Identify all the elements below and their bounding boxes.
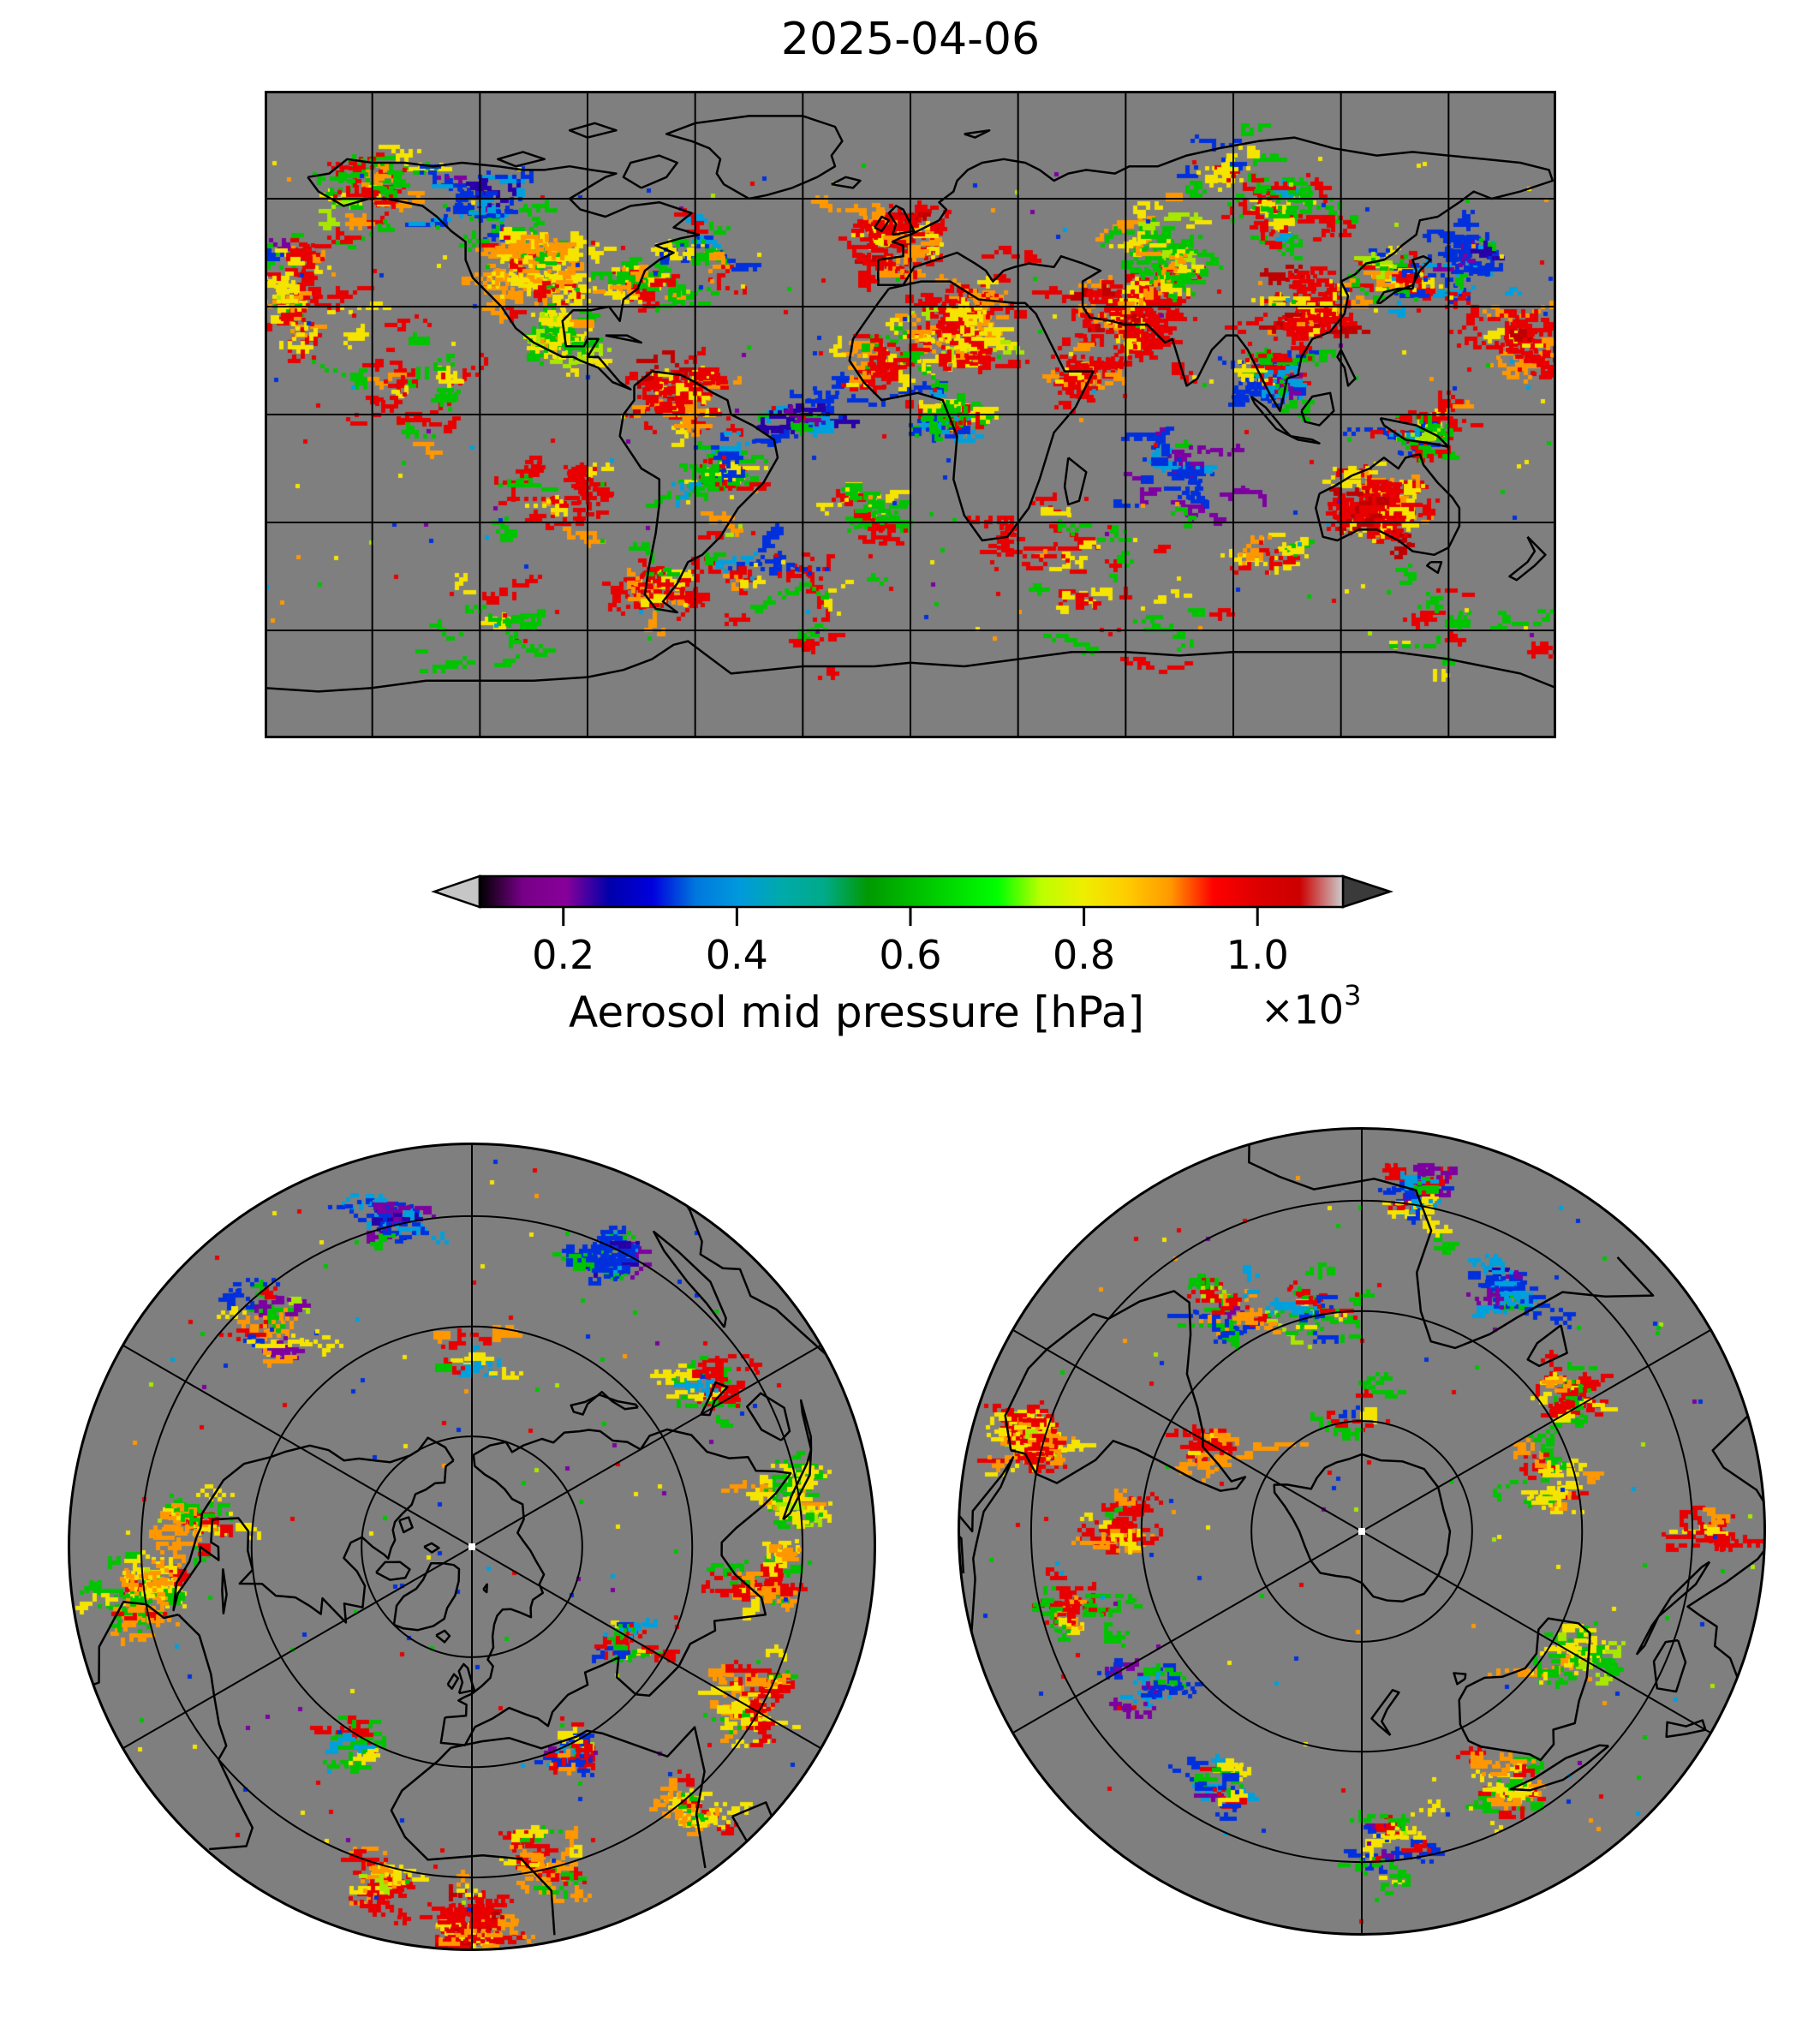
colorbar: 0.2 0.4 0.6 0.8 1.0 Aerosol mid pressure [hPa… bbox=[431, 874, 1394, 1037]
colorbar-under-arrow bbox=[431, 874, 481, 909]
north-polar-panel bbox=[68, 1143, 876, 1951]
plot-title: 2025-04-06 bbox=[780, 14, 1041, 65]
sp-graticule bbox=[1011, 1128, 1713, 1935]
np-frame bbox=[68, 1143, 876, 1951]
np-pole-dot bbox=[468, 1543, 475, 1550]
world-frame bbox=[265, 91, 1556, 738]
colorbar-gradient bbox=[478, 874, 1345, 909]
sp-frame bbox=[958, 1127, 1766, 1936]
colorbar-label: Aerosol mid pressure [hPa] bbox=[569, 988, 1144, 1037]
colorbar-tick-label: 0.4 bbox=[706, 932, 768, 978]
south-polar-overlay bbox=[958, 1127, 1766, 1936]
colorbar-multiplier: ×103 bbox=[1261, 979, 1361, 1033]
world-map-overlay bbox=[265, 91, 1556, 738]
world-map-panel bbox=[265, 91, 1556, 738]
colorbar-tick-label: 1.0 bbox=[1226, 932, 1289, 978]
south-polar-panel bbox=[958, 1127, 1766, 1936]
colorbar-tick-label: 0.6 bbox=[879, 932, 941, 978]
world-coastlines bbox=[265, 115, 1556, 693]
colorbar-tick-label: 0.2 bbox=[532, 932, 594, 978]
np-graticule bbox=[121, 1143, 823, 1950]
colorbar-tick-label: 0.8 bbox=[1053, 932, 1115, 978]
sp-coastlines bbox=[958, 1139, 1765, 1792]
np-coastlines bbox=[74, 1183, 849, 1936]
north-polar-overlay bbox=[68, 1143, 876, 1951]
colorbar-over-arrow bbox=[1341, 874, 1394, 909]
sp-pole-dot bbox=[1358, 1528, 1365, 1535]
world-graticule bbox=[265, 91, 1556, 738]
